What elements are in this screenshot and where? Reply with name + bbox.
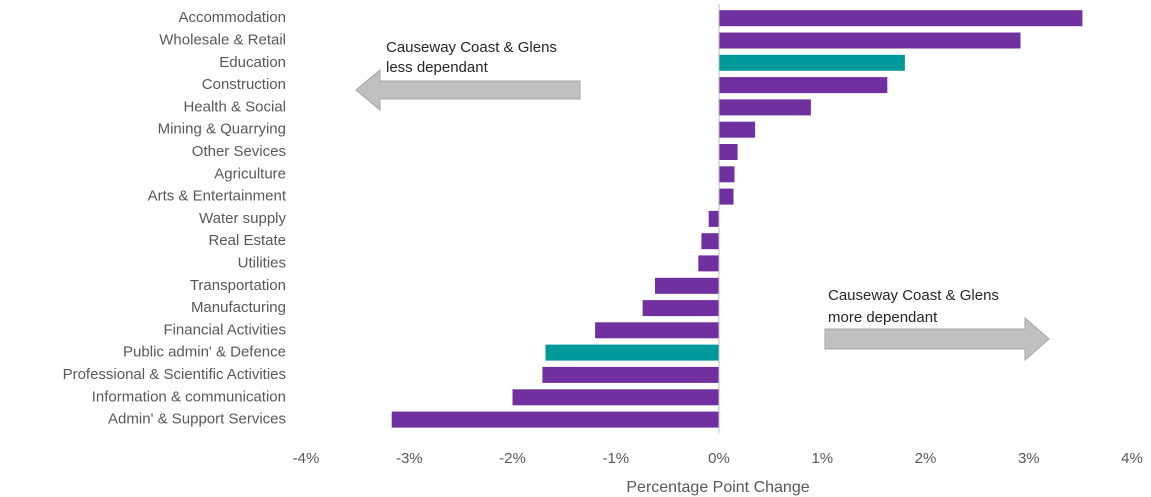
bar xyxy=(719,54,905,71)
category-label: Arts & Entertainment xyxy=(148,188,287,205)
category-label: Professional & Scientific Activities xyxy=(63,366,286,383)
category-label: Utilities xyxy=(238,254,286,271)
x-tick-label: 0% xyxy=(708,450,730,467)
category-label: Manufacturing xyxy=(191,299,286,316)
bar xyxy=(542,366,719,383)
x-tick-label: 2% xyxy=(915,450,937,467)
bar xyxy=(545,344,719,361)
bar xyxy=(719,32,1021,49)
category-label: Health & Social xyxy=(183,98,286,115)
category-label: Water supply xyxy=(199,210,286,227)
x-tick-label: -4% xyxy=(293,450,320,467)
bar xyxy=(719,10,1083,27)
x-tick-labels: -4% -3% -2% -1% 0% 1% 2% 3% 4% xyxy=(293,450,1143,467)
x-tick-label: 3% xyxy=(1018,450,1040,467)
bar xyxy=(698,255,719,272)
category-label: Transportation xyxy=(190,277,286,294)
category-label: Accommodation xyxy=(178,9,286,26)
right-arrow-icon xyxy=(824,316,1050,362)
category-label: Agriculture xyxy=(214,165,286,182)
annotation-more-line-2: more dependant xyxy=(828,309,938,326)
bars-group xyxy=(391,10,1083,428)
bar xyxy=(719,144,738,160)
annotation-less-line-1: Causeway Coast & Glens xyxy=(386,39,557,56)
category-label: Other Sevices xyxy=(192,143,286,160)
category-label: Mining & Quarrying xyxy=(158,121,286,138)
x-tick-label: -1% xyxy=(602,450,629,467)
category-label: Financial Activities xyxy=(163,321,286,338)
category-label: Admin' & Support Services xyxy=(108,411,286,428)
bar xyxy=(719,99,811,116)
bar xyxy=(708,210,719,227)
x-tick-label: 4% xyxy=(1121,450,1143,467)
bar xyxy=(719,77,888,94)
bar xyxy=(642,300,719,317)
category-label: Education xyxy=(219,54,286,71)
x-tick-label: -2% xyxy=(499,450,526,467)
bar xyxy=(391,411,719,428)
x-tick-label: -3% xyxy=(396,450,423,467)
bar xyxy=(701,233,719,250)
annotation-more-line-1: Causeway Coast & Glens xyxy=(828,287,999,304)
category-label: Real Estate xyxy=(208,232,286,249)
annotation-more-dependant: Causeway Coast & Glens more dependant xyxy=(824,287,1050,362)
bar xyxy=(719,121,756,138)
category-label: Wholesale & Retail xyxy=(159,32,286,49)
category-label: Public admin' & Defence xyxy=(123,344,286,361)
bar xyxy=(719,188,734,205)
annotation-less-line-2: less dependant xyxy=(386,59,489,76)
bar xyxy=(719,166,735,183)
x-tick-label: 1% xyxy=(811,450,833,467)
category-label: Information & communication xyxy=(92,388,286,405)
category-labels: Accommodation Wholesale & Retail Education… xyxy=(63,9,287,428)
x-axis-title: Percentage Point Change xyxy=(626,479,809,496)
bar xyxy=(512,389,719,406)
category-label: Construction xyxy=(202,76,286,93)
bar xyxy=(655,277,719,294)
left-arrow-icon xyxy=(355,68,581,112)
annotation-less-dependant: Causeway Coast & Glens less dependant xyxy=(355,39,581,112)
bar xyxy=(595,322,719,339)
